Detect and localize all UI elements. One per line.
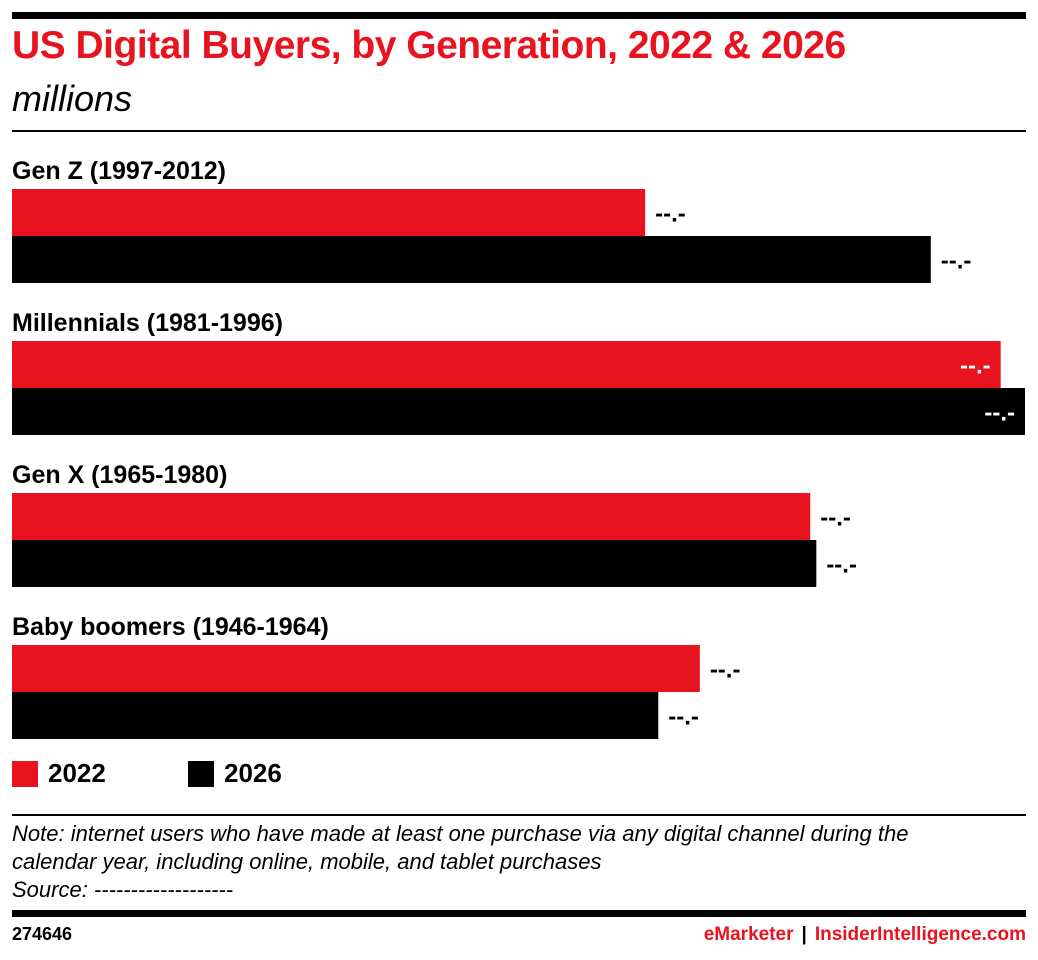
legend-label-2022: 2022 <box>48 758 106 788</box>
legend-item-2026: 2026 <box>188 758 282 789</box>
footer-brand: eMarketer | InsiderIntelligence.com <box>704 924 1026 946</box>
value-label: --.- <box>826 552 857 579</box>
category-label: Millennials (1981-1996) <box>12 309 283 337</box>
bar-2022 <box>12 493 811 540</box>
bar-2026 <box>12 692 659 739</box>
legend-item-2022: 2022 <box>12 758 106 789</box>
bar-2026 <box>12 388 1025 435</box>
category-label: Gen Z (1997-2012) <box>12 157 226 185</box>
top-rule <box>12 12 1026 19</box>
bar-2026 <box>12 540 817 587</box>
legend-label-2026: 2026 <box>224 758 282 788</box>
bar-chart: Gen Z (1997-2012) --.- --.- Millennials (19… <box>12 157 1025 739</box>
brand-emarketer: eMarketer <box>703 924 794 945</box>
brand-insider-intelligence: InsiderIntelligence.com <box>814 924 1026 945</box>
category-label: Baby boomers (1946-1964) <box>12 613 329 641</box>
value-label: --.- <box>820 505 851 532</box>
chart-title: US Digital Buyers, by Generation, 2022 &… <box>12 24 846 67</box>
value-label: --.- <box>960 353 991 380</box>
bar-2022 <box>12 341 1001 388</box>
footer-rule <box>12 910 1026 917</box>
note-rule <box>12 814 1026 816</box>
chart-note: Note: internet users who have made at le… <box>12 820 1026 904</box>
bar-2022 <box>12 645 700 692</box>
legend-swatch-2026 <box>188 760 214 787</box>
value-label: --.- <box>710 657 741 684</box>
brand-separator: | <box>801 924 807 945</box>
legend-swatch-2022 <box>12 760 38 787</box>
source-line: Source: ------------------- <box>12 877 234 902</box>
note-line-1: Note: internet users who have made at le… <box>12 821 909 846</box>
value-label: --.- <box>655 201 686 228</box>
value-label: --.- <box>984 400 1015 427</box>
bar-2022 <box>12 189 646 236</box>
bar-2026 <box>12 236 931 283</box>
chart-id: 274646 <box>12 924 73 944</box>
chart-subtitle: millions <box>12 78 133 119</box>
value-label: --.- <box>941 248 972 275</box>
header-rule <box>12 130 1026 132</box>
note-line-2: calendar year, including online, mobile,… <box>12 849 602 874</box>
category-label: Gen X (1965-1980) <box>12 461 227 489</box>
value-label: --.- <box>668 704 699 731</box>
